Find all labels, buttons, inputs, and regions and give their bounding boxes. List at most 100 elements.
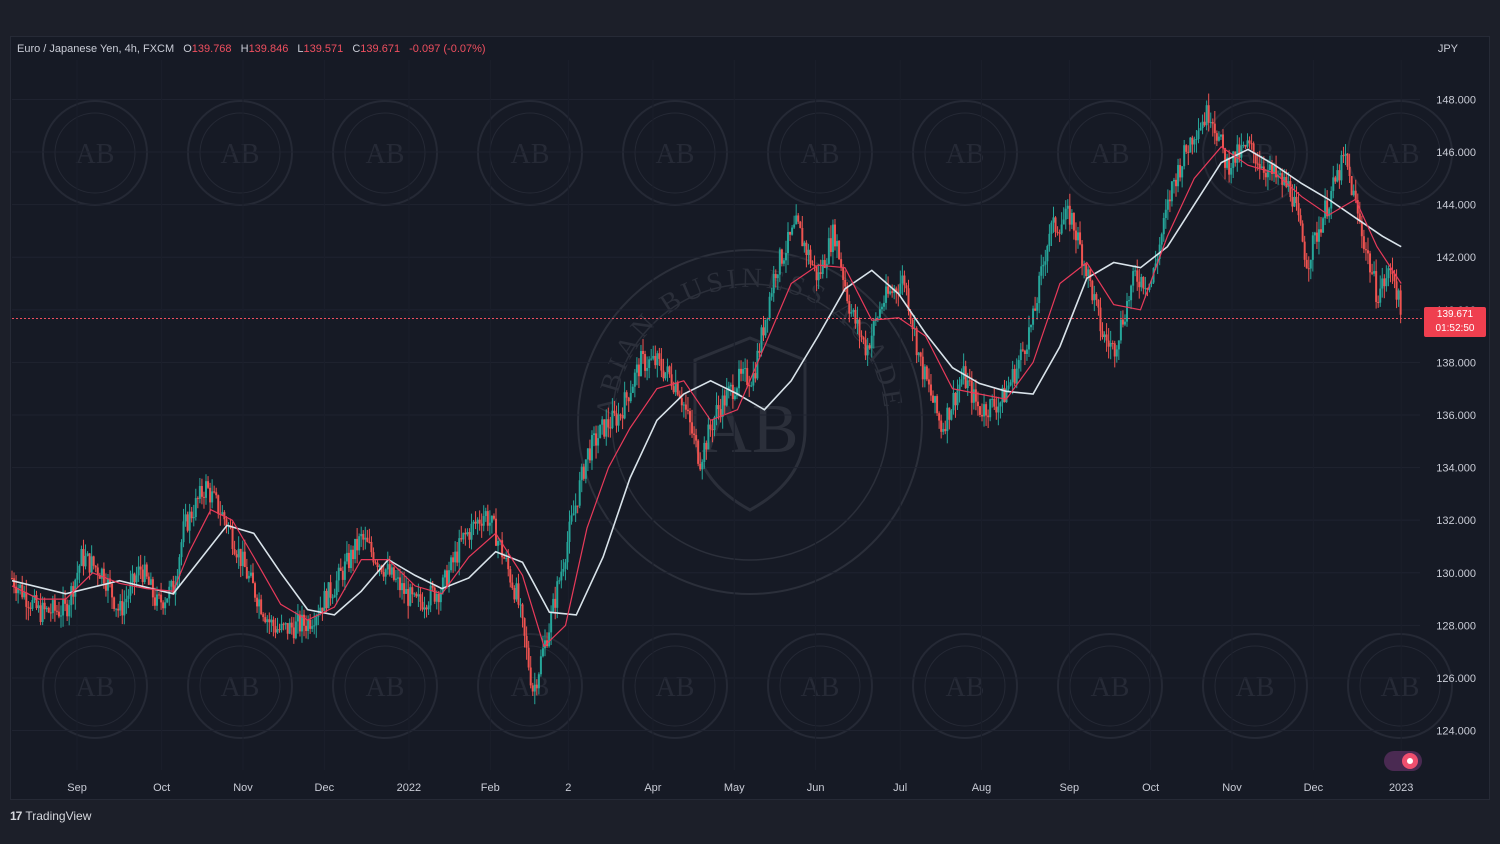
- candle-body: [1113, 343, 1116, 357]
- time-tick-label: Apr: [644, 782, 661, 794]
- candle-body: [519, 604, 522, 606]
- candle-body: [1289, 181, 1292, 198]
- watermark-initials: AB: [76, 139, 115, 170]
- candle-body: [670, 374, 673, 387]
- candle-body: [570, 515, 573, 522]
- symbol-title[interactable]: Euro / Japanese Yen, 4h, FXCM: [17, 43, 175, 55]
- candle-body: [47, 607, 50, 613]
- watermark-badge: AB: [1057, 633, 1163, 739]
- candle-body: [1050, 222, 1053, 234]
- candle-body: [262, 614, 265, 618]
- candle-body: [611, 410, 614, 428]
- candle-body: [588, 448, 591, 461]
- candle-body: [323, 590, 326, 612]
- change-value: -0.097 (-0.07%): [409, 43, 486, 55]
- candle-body: [1154, 263, 1157, 269]
- candle-body: [911, 319, 914, 330]
- candle-body: [552, 598, 555, 612]
- candle-body: [1295, 196, 1298, 204]
- candle-body: [313, 625, 316, 627]
- time-tick-label: Oct: [153, 782, 170, 794]
- candle-body: [1238, 144, 1241, 158]
- candle-body: [795, 215, 798, 225]
- tradingview-brand[interactable]: 17 TradingView: [10, 809, 91, 823]
- candle-body: [838, 240, 841, 260]
- candle-body: [394, 578, 397, 580]
- candle-body: [742, 368, 745, 374]
- candle-body: [950, 410, 953, 420]
- candle-body: [1187, 151, 1190, 153]
- candle-body: [805, 242, 808, 256]
- candle-body: [1179, 165, 1182, 178]
- candle-body: [754, 373, 757, 379]
- candle-body: [872, 321, 875, 336]
- candle-body: [674, 382, 677, 393]
- candle-body: [147, 576, 150, 585]
- candle-body: [509, 569, 512, 583]
- candle-body: [98, 575, 101, 579]
- candle-body: [733, 395, 736, 400]
- candle-body: [102, 568, 105, 584]
- price-tick-label: 134.000: [1436, 463, 1476, 475]
- candle-body: [180, 542, 183, 558]
- candle-body: [433, 587, 436, 602]
- candle-body: [106, 578, 109, 591]
- candle-body: [1369, 253, 1372, 273]
- watermark-badge: AB: [187, 633, 293, 739]
- candle-body: [1019, 349, 1022, 361]
- candle-body: [1366, 250, 1369, 254]
- candle-body: [605, 419, 608, 437]
- candle-body: [656, 353, 659, 366]
- watermark-badge: AB: [1202, 633, 1308, 739]
- candle-body: [276, 629, 279, 633]
- candle-body: [760, 327, 763, 353]
- candle-body: [644, 354, 647, 371]
- candle-body: [213, 491, 216, 493]
- candle-body: [143, 564, 146, 583]
- replay-toggle[interactable]: [1384, 751, 1422, 771]
- candle-body: [958, 384, 961, 390]
- candle-body: [1226, 157, 1229, 168]
- candle-body: [396, 577, 399, 579]
- candle-body: [139, 566, 142, 570]
- time-tick-label: 2022: [397, 782, 421, 794]
- time-axis[interactable]: Sep Oct Nov Dec 2022 Feb 2 Apr May Jun Jul Aug Sep Oc…: [67, 782, 1413, 794]
- candle-body: [664, 372, 667, 379]
- candle-body: [115, 608, 118, 610]
- candle-body: [797, 215, 800, 222]
- candle-body: [582, 466, 585, 479]
- candle-body: [878, 309, 881, 318]
- candle-body: [405, 588, 408, 594]
- candle-body: [735, 388, 738, 396]
- candle-body: [127, 595, 130, 599]
- candle-body: [780, 249, 783, 264]
- open-label: O: [183, 43, 192, 55]
- candle-body: [347, 552, 350, 569]
- candle-body: [744, 368, 747, 370]
- candle-body: [1097, 299, 1100, 308]
- price-axis[interactable]: 148.000146.000144.000142.000140.000138.0…: [1436, 94, 1476, 737]
- candle-body: [372, 552, 375, 563]
- watermark-initials: AB: [366, 672, 405, 703]
- candle-body: [1034, 308, 1037, 311]
- candle-body: [1134, 270, 1137, 272]
- candle-body: [803, 242, 806, 247]
- candle-body: [703, 442, 706, 463]
- candle-body: [535, 684, 538, 689]
- candle-body: [1336, 170, 1339, 182]
- candle-body: [111, 583, 114, 598]
- chart-pane[interactable]: [10, 36, 1490, 800]
- watermark-initials: AB: [221, 139, 260, 170]
- candle-body: [815, 265, 818, 281]
- watermark-badge: AB: [912, 100, 1018, 206]
- candle-body: [1377, 302, 1380, 304]
- candle-body: [450, 557, 453, 571]
- academy-seal-watermark: AB ARABIAN BUSINESS ACADEMY: [0, 0, 923, 595]
- candle-body: [1001, 387, 1004, 403]
- candle-body: [778, 249, 781, 275]
- watermark-initials: AB: [801, 139, 840, 170]
- candle-body: [1338, 170, 1341, 181]
- price-tick-label: 128.000: [1436, 620, 1476, 632]
- candle-body: [987, 415, 990, 418]
